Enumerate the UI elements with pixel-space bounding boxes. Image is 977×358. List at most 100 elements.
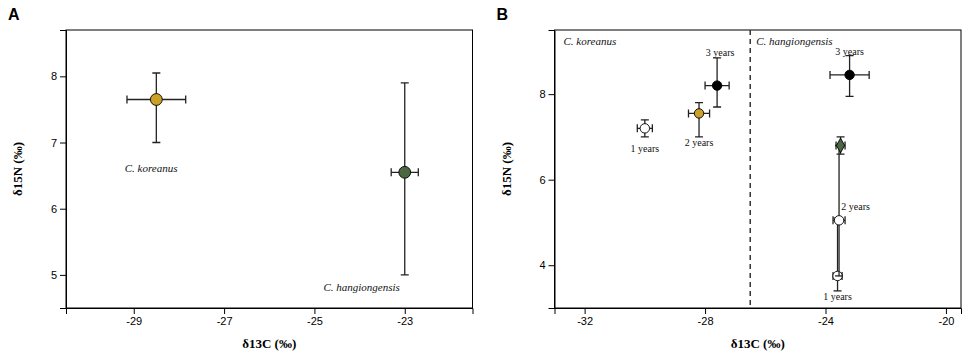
point xyxy=(694,109,703,118)
divider-line xyxy=(749,30,751,308)
error-bar-cap xyxy=(709,109,710,117)
x-tick-mark xyxy=(585,308,586,314)
point xyxy=(836,138,844,152)
x-tick: -25 xyxy=(307,308,323,327)
series xyxy=(830,56,869,97)
error-bar-cap xyxy=(401,274,409,275)
x-axis: -32 -28 -24 -20 xyxy=(555,308,962,327)
x-tick-mark xyxy=(405,308,406,314)
plot-area xyxy=(637,30,869,308)
x-error-bar xyxy=(833,216,845,224)
error-bar-cap xyxy=(152,142,160,143)
error-bar-cap xyxy=(652,124,653,132)
y-tick-label: 8 xyxy=(539,88,545,100)
x-tick: -29 xyxy=(126,308,142,327)
error-bar-cap xyxy=(641,136,649,137)
y-tick-label: 7 xyxy=(51,137,57,149)
x-tick-label: -23 xyxy=(397,315,413,327)
error-bar-cap xyxy=(713,106,721,107)
error-bar-cap xyxy=(637,124,638,132)
x-tick: -20 xyxy=(938,308,954,327)
y-tick: 8 xyxy=(51,70,66,82)
age-label: 3 years xyxy=(835,46,864,57)
x-tick: -23 xyxy=(397,308,413,327)
point xyxy=(150,94,162,106)
error-bar-cap xyxy=(401,82,409,83)
error-bar-cap xyxy=(185,96,186,104)
error-bar-cap xyxy=(418,168,419,176)
x-axis: -29 -27 -25 -23 xyxy=(67,308,474,327)
age-label: 2 years xyxy=(841,201,870,212)
y-error-bar xyxy=(152,73,160,142)
error-bar-stem xyxy=(156,73,157,142)
x-error-bar xyxy=(688,109,709,117)
species-label: C. koreanus xyxy=(564,35,617,47)
y-tick: 8 xyxy=(539,88,554,100)
x-error-bar xyxy=(830,71,869,79)
x-tick-label: -28 xyxy=(698,315,714,327)
series xyxy=(688,103,709,137)
panel: -32 -28 -24 -20 4 6 8 1 years 2 years 3 years 1 ye… xyxy=(497,6,962,351)
x-axis-line xyxy=(555,309,962,315)
x-tick-label: -29 xyxy=(126,315,142,327)
point xyxy=(399,166,411,178)
series xyxy=(836,137,845,154)
x-tick-mark xyxy=(224,308,225,314)
y-tick-mark xyxy=(549,180,555,181)
error-bar-cap xyxy=(126,96,127,104)
y-tick-mark xyxy=(60,143,66,144)
y-error-bar xyxy=(713,58,721,107)
y-axis-title: δ15N (‰) xyxy=(10,142,25,196)
y-tick-mark xyxy=(549,265,555,266)
y-tick: 6 xyxy=(539,174,554,186)
age-label: 1 years xyxy=(631,143,660,154)
y-axis: 5678 xyxy=(51,31,67,309)
error-bar-stem xyxy=(404,83,405,275)
y-tick: 4 xyxy=(539,259,554,271)
series xyxy=(705,58,729,107)
x-error-bar xyxy=(705,82,729,90)
y-tick-label: 4 xyxy=(539,259,545,271)
y-tick-label: 8 xyxy=(51,70,57,82)
point xyxy=(845,70,854,79)
x-tick-mark xyxy=(705,308,706,314)
x-error-bar xyxy=(833,272,842,280)
plot-frame xyxy=(66,30,473,308)
error-bar-stem xyxy=(838,145,839,275)
point xyxy=(833,271,842,280)
age-label: 1 years xyxy=(823,291,852,302)
error-bar-cap xyxy=(391,168,392,176)
y-error-bar xyxy=(846,56,854,97)
x-tick: -27 xyxy=(217,308,233,327)
error-bar-cap xyxy=(695,102,703,103)
x-tick-label: -27 xyxy=(217,315,233,327)
x-tick-mark xyxy=(314,308,315,314)
y-tick: 7 xyxy=(51,137,66,149)
error-bar-cap xyxy=(704,82,705,90)
error-bar-cap xyxy=(688,109,689,117)
error-bar-cap xyxy=(152,72,160,73)
y-axis: 4 6 8 xyxy=(539,31,555,309)
x-tick-label: -24 xyxy=(818,315,834,327)
x-tick: -32 xyxy=(577,308,593,327)
y-tick-mark xyxy=(60,76,66,77)
y-tick-mark xyxy=(60,209,66,210)
y-tick-label: 6 xyxy=(51,203,57,215)
y-tick: 6 xyxy=(51,203,66,215)
y-error-bar xyxy=(834,218,842,291)
error-bar-cap xyxy=(829,71,830,79)
labels: 1 years2 years3 years1 years2 years3 yea… xyxy=(564,35,870,302)
x-tick-mark xyxy=(946,308,947,314)
series xyxy=(637,120,652,137)
age-label: 3 years xyxy=(706,47,735,58)
error-bar-cap xyxy=(846,96,854,97)
x-tick-mark xyxy=(826,308,827,314)
y-axis-title: δ15N (‰) xyxy=(499,142,514,196)
point xyxy=(834,216,843,225)
y-error-bar xyxy=(641,120,649,137)
labels: C. koreanusC. hangiongensis xyxy=(125,162,400,293)
y-error-bar xyxy=(401,83,409,275)
y-tick-mark xyxy=(60,275,66,276)
x-error-bar xyxy=(637,124,652,132)
series xyxy=(127,73,186,142)
